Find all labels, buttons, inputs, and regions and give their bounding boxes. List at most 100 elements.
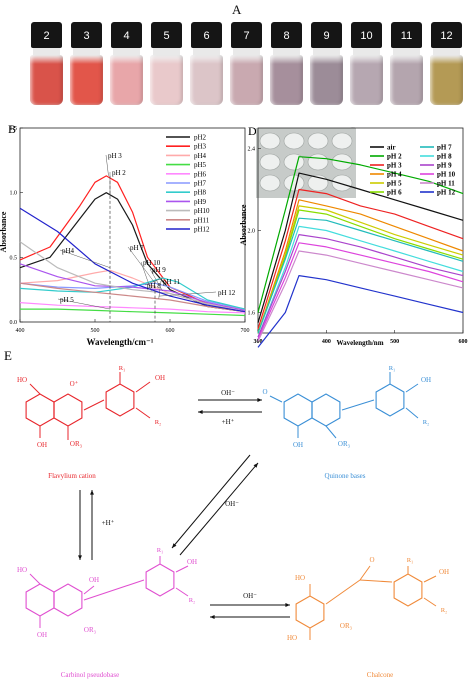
ring [393,573,423,607]
reaction-arrow [179,462,259,556]
x-tick-label: 500 [390,339,399,345]
y-tick-label: 2.0 [248,229,256,235]
series-line [257,234,464,338]
series-line [257,209,464,334]
reaction-arrow [171,454,251,549]
bond [359,565,371,581]
series-line [257,225,464,338]
bond [29,573,41,585]
atom-label: HO [17,376,27,384]
arrow-head [210,615,215,619]
ring [105,383,135,417]
series-line [19,302,246,314]
vial-solution [190,55,223,105]
vial-cap-label: 9 [311,22,342,48]
plate-well [307,153,329,171]
legend-label: pH2 [194,134,207,142]
series-line [20,308,246,317]
atom-label: OR₃ [84,626,97,634]
atom-label: O⁺ [70,380,79,388]
panel-a-label: A [232,2,242,17]
legend-label: pH 5 [387,180,402,188]
arrow-head [172,543,177,548]
ring [311,393,341,427]
vial-solution [430,55,463,105]
vial-neck [233,48,260,56]
legend-label: pH4 [194,152,207,160]
atom-label: O [369,556,374,564]
ring [283,393,313,427]
annotation-label: pH 8 [147,282,161,290]
vial: 11 [390,22,423,107]
legend-label: pH10 [194,207,210,215]
y-tick-label: 2.4 [248,147,256,153]
x-axis-label: Wavelength/nm [336,339,383,347]
arrow-head [198,410,203,414]
atom-label: OH [155,374,165,382]
atom-label: R₁ [157,547,164,554]
legend-label: pH 2 [387,153,402,161]
series-line [19,282,246,313]
y-axis-label: Absorbance [239,204,248,245]
panel-b-label: B [8,122,16,136]
annotation-leader [105,154,109,176]
annotation-label: pH 7 [130,244,144,252]
ring [25,583,55,617]
vial-solution [350,55,383,105]
arrow-head [253,463,258,468]
ring [25,393,55,427]
legend-label: pH6 [194,170,207,178]
plot-frame [19,127,246,323]
y-axis-label: Absorbance [0,211,8,252]
atom-label: R₁ [119,365,126,372]
series-line [19,192,246,313]
legend-label: pH 3 [387,162,402,170]
bond [359,579,393,583]
vial: 9 [310,22,343,107]
atom-label: OH [421,376,431,384]
atom-label: OR₃ [70,440,83,448]
legend-label: pH3 [194,143,207,151]
vial-photo: 2 3 4 5 6 7 8 9 10 11 12 [30,22,470,114]
arrow-head [285,603,290,607]
atom-label: OH [293,441,303,449]
legend-label: pH 8 [437,153,452,161]
series-line [257,156,464,313]
vial-neck [313,48,340,56]
series-line [257,205,464,334]
vial-solution [150,55,183,105]
series-line [19,207,246,313]
bond [135,407,151,419]
bond [325,425,337,439]
atom-label: HO [17,566,27,574]
ring [53,583,83,617]
vial: 5 [150,22,183,107]
y-tick-label: 1.5 [10,126,18,132]
chalcone-label: Chalcone [367,671,393,679]
vial-solution [110,55,143,105]
series-line [257,242,464,340]
plate-well [331,132,353,150]
legend-label: air [387,144,396,152]
vial-neck [73,48,100,56]
legend-label: pH 9 [437,162,452,170]
vial-cap-label: 4 [111,22,142,48]
atom-label: R₂ [155,419,162,426]
atom-label: R₂ [189,597,196,604]
annotation-leader [158,291,217,297]
annotation-leader [59,249,111,268]
x-tick-label: 300 [254,339,263,345]
bond [29,383,41,395]
vial-solution [270,55,303,105]
x-tick-label: 400 [16,328,25,334]
x-tick-label: 600 [166,328,175,334]
plate-well [259,174,281,192]
series-line [257,172,464,323]
legend-label: pH 6 [387,189,402,197]
vial-cap-label: 3 [71,22,102,48]
vial-cap-label: 2 [31,22,62,48]
chart-d: 300 400 500 600 2.4 2.0 1.6 Wavelength/nm Absorb… [239,127,468,348]
series-line [19,282,246,310]
annotation-leader [57,298,111,310]
